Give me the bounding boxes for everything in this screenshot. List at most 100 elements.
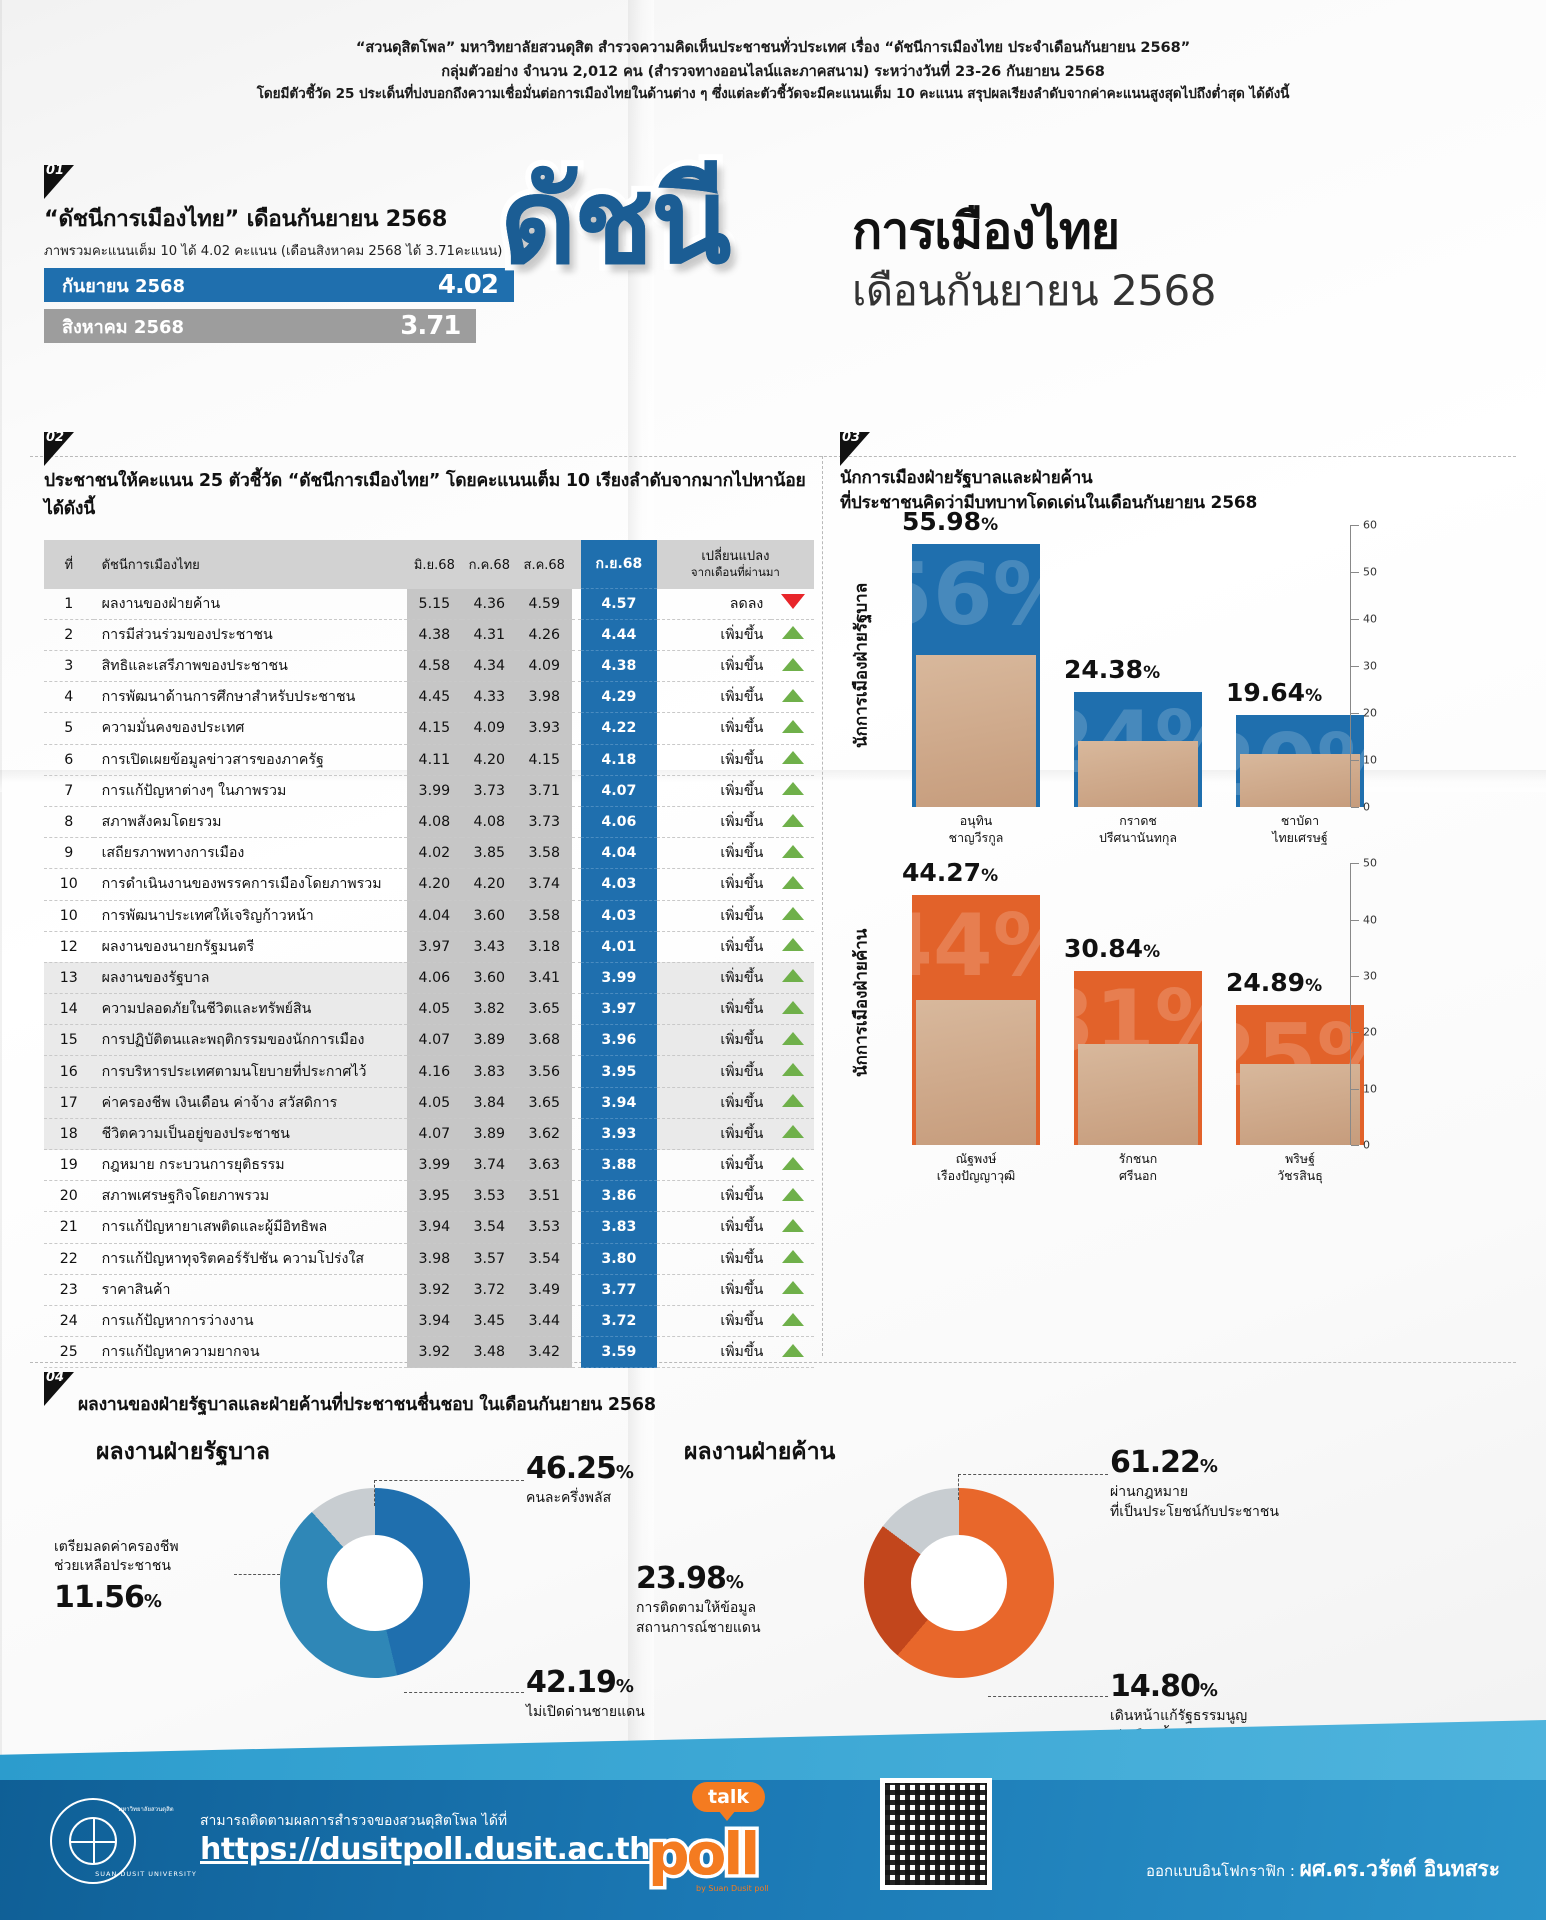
cell-change-label: เพิ่มขึ้น <box>656 1211 772 1244</box>
arrow-up-icon <box>781 938 804 952</box>
cell-jul: 4.09 <box>461 712 517 745</box>
cell-jun: 4.38 <box>406 619 462 652</box>
arrow-up-icon <box>781 626 804 640</box>
designer-credit: ออกแบบอินโฟกราฟิก : ผศ.ดร.วรัตต์ อินทสระ <box>1146 1853 1500 1886</box>
cell-indicator-name: การพัฒนาด้านการศึกษาสำหรับประชาชน <box>93 681 407 714</box>
university-logo-text-bottom: SUAN DUSIT UNIVERSITY <box>95 1870 197 1878</box>
cell-gap <box>571 1180 581 1213</box>
cell-jun: 3.94 <box>406 1305 462 1338</box>
cell-change-arrow <box>771 931 814 963</box>
cell-change-label: เพิ่มขึ้น <box>656 1118 772 1151</box>
cell-change-arrow <box>771 1274 814 1306</box>
callout-leader-line <box>958 1474 959 1500</box>
bar: 31% <box>1074 971 1202 1146</box>
government-slice-2-callout: 42.19% ไม่เปิดด่านชายแดน <box>526 1665 645 1721</box>
arrow-up-icon <box>781 688 804 702</box>
summary-heading: “ดัชนีการเมืองไทย” เดือนกันยายน 2568 <box>44 206 448 232</box>
cell-jun: 4.05 <box>406 1087 462 1119</box>
cell-gap <box>571 1118 581 1151</box>
cell-jul: 4.20 <box>461 868 517 901</box>
cell-no: 16 <box>44 1055 94 1088</box>
axis-tick-label: 50 <box>1363 565 1377 579</box>
axis-tick-label: 10 <box>1363 753 1377 767</box>
bar: 44% <box>912 895 1040 1146</box>
cell-jun: 4.20 <box>406 868 462 901</box>
cell-jul: 4.31 <box>461 619 517 652</box>
cell-change-arrow <box>771 619 814 652</box>
table-row: 14 ความปลอดภัยในชีวิตและทรัพย์สิน 4.05 3.82… <box>44 993 814 1026</box>
cell-no: 4 <box>44 681 94 714</box>
table-row: 22 การแก้ปัญหาทุจริตคอร์รัปชัน ความโปร่งใ… <box>44 1243 814 1275</box>
cell-sep: 3.93 <box>581 1118 657 1151</box>
cell-no: 1 <box>44 588 94 620</box>
cell-sep: 4.38 <box>581 650 657 683</box>
arrow-up-icon <box>781 969 804 983</box>
section-marker-02: 02 <box>44 430 78 466</box>
cell-jul: 3.72 <box>461 1274 517 1306</box>
poll-talk-badge: talk <box>692 1782 766 1821</box>
cell-aug: 3.71 <box>516 775 572 807</box>
cell-jul: 3.54 <box>461 1211 517 1244</box>
summary-subtext: ภาพรวมคะแนนเต็ม 10 ได้ 4.02 คะแนน (เดือน… <box>44 244 503 259</box>
cell-change-arrow <box>771 806 814 839</box>
cell-change-label: เพิ่มขึ้น <box>656 1149 772 1182</box>
main-title-line2: การเมืองไทย <box>852 202 1120 260</box>
politician-portrait <box>915 1000 1037 1146</box>
cell-no: 13 <box>44 962 94 995</box>
cell-indicator-name: การแก้ปัญหาทุจริตคอร์รัปชัน ความโปร่งใส <box>93 1243 407 1275</box>
cell-gap <box>571 1305 581 1338</box>
cell-aug: 3.49 <box>516 1274 572 1306</box>
cell-change-arrow <box>771 1305 814 1338</box>
cell-aug: 3.51 <box>516 1180 572 1213</box>
slice-value: 23.98% <box>636 1561 744 1596</box>
cell-change-label: เพิ่มขึ้น <box>656 1274 772 1306</box>
cell-change-label: ลดลง <box>656 588 772 620</box>
arrow-up-icon <box>781 1218 804 1232</box>
chart-y-axis: 0 10 20 30 40 50 60 <box>1350 519 1406 814</box>
arrow-up-icon <box>781 1094 804 1108</box>
cell-indicator-name: การเปิดเผยข้อมูลข่าวสารของภาครัฐ <box>93 744 407 776</box>
government-slice-1-callout: 46.25% คนละครึ่งพลัส <box>526 1451 634 1507</box>
cell-jul: 3.82 <box>461 993 517 1026</box>
table-row: 6 การเปิดเผยข้อมูลข่าวสารของภาครัฐ 4.11 4.2… <box>44 744 814 776</box>
cell-change-label: เพิ่มขึ้น <box>656 650 772 683</box>
cell-aug: 3.65 <box>516 993 572 1026</box>
arrow-up-icon <box>781 1312 804 1326</box>
cell-change-arrow <box>771 868 814 901</box>
slice-value: 61.22% <box>1110 1445 1218 1480</box>
politician-name: ชาบัดา ไทยเศรษฐ์ <box>1272 813 1328 845</box>
cell-indicator-name: การพัฒนาประเทศให้เจริญก้าวหน้า <box>93 900 407 932</box>
qr-code[interactable] <box>880 1778 992 1890</box>
cell-change-arrow <box>771 1149 814 1182</box>
cell-indicator-name: ค่าครองชีพ เงินเดือน ค่าจ้าง สวัสดิการ <box>93 1087 407 1119</box>
cell-change-label: เพิ่มขึ้น <box>656 931 772 963</box>
cell-aug: 3.68 <box>516 1024 572 1057</box>
cell-indicator-name: ความปลอดภัยในชีวิตและทรัพย์สิน <box>93 993 407 1026</box>
dusitpoll-url-link[interactable]: https://dusitpoll.dusit.ac.th <box>200 1832 650 1867</box>
cell-no: 10 <box>44 868 94 901</box>
cell-jul: 3.89 <box>461 1118 517 1151</box>
cell-change-arrow <box>771 1055 814 1088</box>
cell-aug: 3.98 <box>516 681 572 714</box>
axis-tick-label: 30 <box>1363 969 1377 983</box>
cell-aug: 3.18 <box>516 931 572 963</box>
bar: 56% <box>912 544 1040 808</box>
survey-header: “สวนดุสิตโพล” มหาวิทยาลัยสวนดุสิต สำรวจค… <box>0 36 1546 105</box>
header-line-1: “สวนดุสิตโพล” มหาวิทยาลัยสวนดุสิต สำรวจค… <box>355 39 1191 56</box>
cell-jul: 3.85 <box>461 837 517 870</box>
cell-aug: 3.41 <box>516 962 572 995</box>
th-sep: ก.ย.68 <box>581 540 657 590</box>
government-donut <box>280 1488 470 1678</box>
cell-no: 5 <box>44 712 94 745</box>
cell-sep: 4.44 <box>581 619 657 652</box>
cell-change-label: เพิ่มขึ้น <box>656 712 772 745</box>
section-marker-01: 01 <box>44 163 78 199</box>
axis-tick <box>1351 666 1359 668</box>
cell-change-label: เพิ่มขึ้น <box>656 868 772 901</box>
chart-plot-area: 44% 44.27% ณัฐพงษ์เรืองปัญญาวุฒิ 31% 30.84% ร… <box>882 857 1402 1183</box>
cell-gap <box>571 837 581 870</box>
cell-jun: 4.15 <box>406 712 462 745</box>
main-title-word-outline: ดัชนี <box>494 152 737 290</box>
cell-gap <box>571 868 581 901</box>
